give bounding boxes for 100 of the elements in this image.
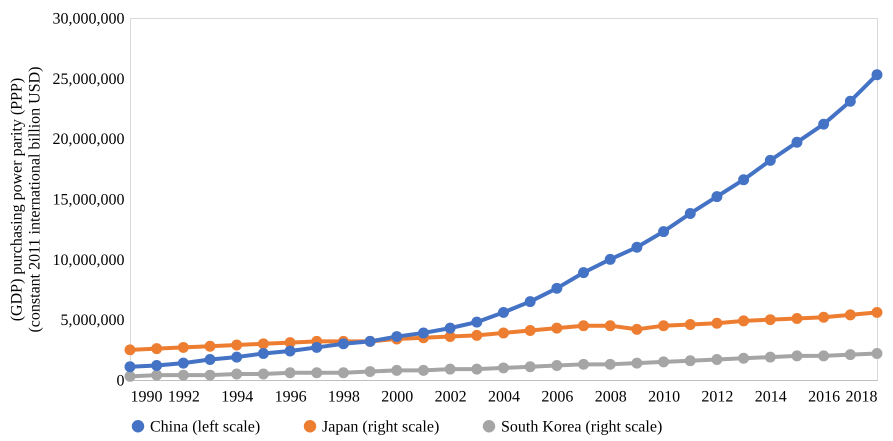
point [471,330,482,341]
point [604,358,616,370]
y-tick-label: 25,000,000 [52,70,124,88]
point [471,316,482,328]
y-tick-label: 5,000,000 [60,312,124,330]
y-tick-label: 15,000,000 [52,192,124,208]
y-tick-label: 10,000,000 [52,252,124,269]
point [551,360,562,371]
point [444,364,456,375]
point [738,174,750,186]
y-axis-title: (GDP) purchasing power parity (PPP) (constant 2011 international billion USD) [8,66,44,333]
point [338,367,349,378]
point [124,344,136,356]
point [178,358,189,369]
x-tick-label: 2008 [594,388,627,406]
point [338,338,349,350]
point [551,322,562,334]
x-tick-label: 1996 [274,388,307,406]
point [818,350,830,362]
x-tick-label: 1998 [328,388,360,406]
x-tick-label: 2016 [808,388,840,406]
x-tick-label: 2006 [541,388,574,406]
point [764,352,776,363]
point [231,368,242,380]
point [578,320,590,332]
point [844,96,856,107]
point [684,319,696,330]
point [738,315,750,326]
point [738,352,750,364]
point [391,331,402,342]
point [684,208,696,219]
point [311,367,322,378]
x-tick-label: 2018 [846,388,878,406]
point [764,314,776,326]
point [524,325,536,336]
point [471,364,482,375]
point [872,306,882,318]
point [178,370,189,381]
point [524,361,536,372]
point [684,355,696,366]
point [711,354,722,365]
point [711,191,722,202]
point [151,343,162,354]
point [764,154,776,166]
legend-label: China (left scale) [150,418,260,436]
x-tick-label: 2012 [701,388,734,406]
point [284,367,296,378]
x-tick-label: 1994 [221,388,254,406]
point [844,349,856,360]
point [498,327,509,338]
point [498,362,509,374]
legend-label: Japan (right scale) [322,418,440,436]
point [231,340,242,350]
point [791,350,802,362]
point [124,361,136,372]
point [631,358,642,369]
y-tick-label: 0 [116,372,124,390]
point [818,312,830,323]
point [844,309,856,320]
point [204,340,216,352]
point [711,318,722,329]
point [418,327,429,338]
point [524,296,536,308]
point [604,320,616,332]
point [872,348,882,359]
point [391,364,402,376]
x-tick-label: 2014 [754,388,787,406]
point [658,226,670,238]
point [791,312,802,324]
point [658,356,670,368]
point [791,136,802,148]
x-tick-label: 2004 [488,388,520,406]
point [258,368,269,380]
x-tick-label: 1990 [130,388,162,406]
point [124,370,136,382]
point [284,346,296,357]
y-tick-label: 30,000,000 [52,10,124,28]
point [204,370,216,381]
point [178,342,189,353]
y-tick-label: 20,000,000 [52,131,124,148]
point [258,338,269,350]
point [631,324,642,335]
point [631,242,642,253]
point [872,69,882,80]
point [444,322,456,334]
point [204,354,216,365]
point [364,366,376,378]
point [151,370,162,381]
point [604,254,616,265]
point [658,320,670,332]
x-tick-label: 2000 [381,388,414,406]
point [418,364,429,376]
point [258,348,269,359]
point [311,342,322,353]
x-tick-label: 2002 [434,388,467,406]
x-tick-label: 2010 [648,388,680,406]
point [578,267,590,278]
point [231,352,242,363]
point [498,306,509,318]
point [578,358,590,370]
